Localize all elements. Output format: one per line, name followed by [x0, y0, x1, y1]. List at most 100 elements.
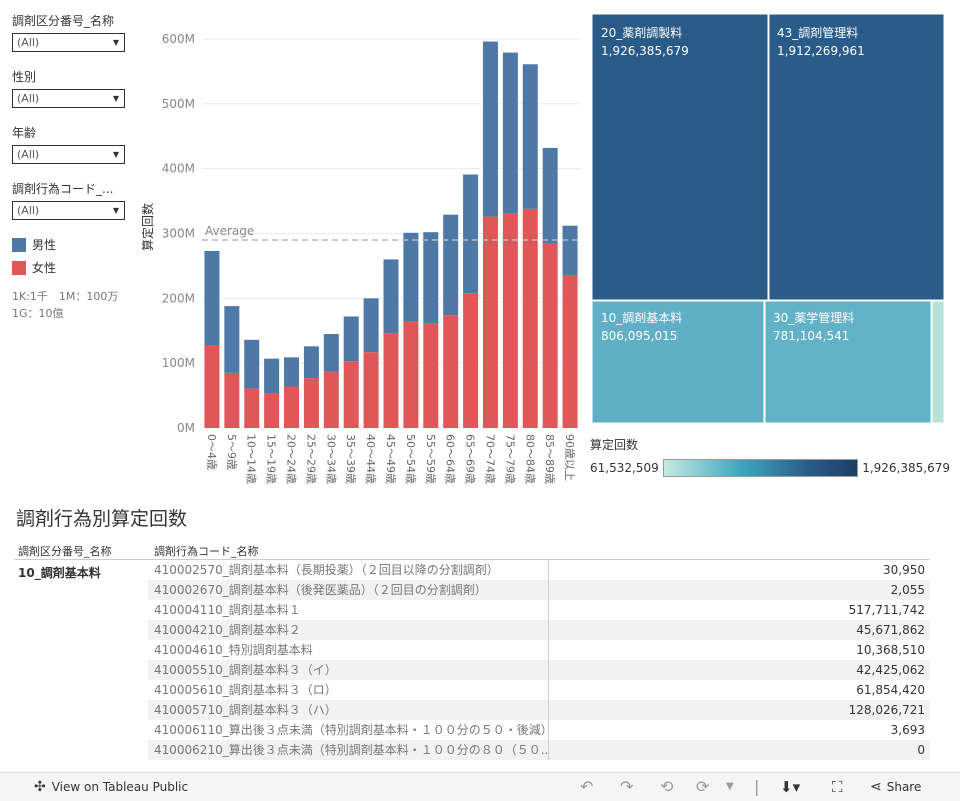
table-row[interactable]: 410005610_調剤基本料３（ロ） 61,854,420 — [148, 680, 930, 700]
age-dropdown[interactable]: (All) ▼ — [12, 145, 125, 164]
x-tick-label: 65～69歳 — [464, 434, 477, 484]
bar-female[interactable] — [542, 243, 558, 428]
table-row[interactable]: 410002570_調剤基本料（長期投薬）（２回目以降の分割調剤） 30,950 — [148, 560, 930, 580]
view-on-tableau-link[interactable]: ✣ View on Tableau Public — [34, 773, 188, 801]
column-header-category[interactable]: 調剤区分番号_名称 — [18, 545, 112, 558]
bar-male[interactable] — [482, 41, 498, 217]
y-axis-label: 算定回数 — [140, 203, 155, 251]
y-tick-label: 400M — [162, 162, 195, 176]
bar-female[interactable] — [264, 392, 280, 428]
table-row[interactable]: 410005710_調剤基本料３（ハ） 128,026,721 — [148, 700, 930, 720]
dispensing-category-dropdown[interactable]: (All) ▼ — [12, 33, 125, 52]
bar-female[interactable] — [244, 388, 260, 428]
action-table: 10_調剤基本料 410002570_調剤基本料（長期投薬）（２回目以降の分割調… — [14, 559, 930, 760]
treemap-cell-value: 806,095,015 — [601, 329, 678, 343]
bar-male[interactable] — [403, 232, 419, 322]
table-cell-code: 410004610_特別調剤基本料 — [148, 640, 549, 660]
gender-dropdown[interactable]: (All) ▼ — [12, 89, 125, 108]
bar-male[interactable] — [284, 357, 300, 387]
bar-male[interactable] — [204, 250, 220, 346]
table-row[interactable]: 410002670_調剤基本料（後発医薬品）（２回目の分割調剤） 2,055 — [148, 580, 930, 600]
table-row[interactable]: 410005510_調剤基本料３（イ） 42,425,062 — [148, 660, 930, 680]
table-row[interactable]: 410004210_調剤基本料２ 45,671,862 — [148, 620, 930, 640]
redo-icon[interactable]: ↷ — [620, 777, 634, 796]
treemap-cell-management[interactable] — [768, 13, 945, 301]
column-header-action-code[interactable]: 調剤行為コード_名称 — [154, 545, 259, 558]
x-tick-label: 40～44歳 — [364, 434, 377, 484]
bar-female[interactable] — [323, 371, 339, 428]
filter-gender: 性別 (All) ▼ — [12, 68, 137, 108]
undo-icon[interactable]: ↶ — [580, 777, 594, 796]
legend-item-male[interactable]: 男性 — [12, 236, 137, 253]
refresh-icon[interactable]: ⟳ — [696, 777, 710, 796]
bar-female[interactable] — [383, 333, 399, 428]
treemap-cell-value: 1,912,269,961 — [777, 44, 865, 58]
legend-item-female[interactable]: 女性 — [12, 259, 137, 276]
unit-note-line: 1G：10億 — [12, 307, 64, 320]
x-tick-label: 50～54歳 — [404, 434, 417, 484]
bar-female[interactable] — [482, 216, 498, 428]
treemap-cell-pharm-mgmt[interactable] — [764, 300, 932, 424]
legend-label: 女性 — [32, 261, 57, 275]
bar-female[interactable] — [284, 386, 300, 428]
bar-female[interactable] — [303, 378, 319, 428]
treemap-cell-other[interactable] — [931, 300, 945, 424]
bar-male[interactable] — [303, 346, 319, 379]
table-row[interactable]: 410004610_特別調剤基本料 10,368,510 — [148, 640, 930, 660]
chevron-down-icon: ▼ — [112, 38, 119, 47]
bar-male[interactable] — [323, 333, 339, 372]
bar-female[interactable] — [522, 208, 538, 428]
bar-male[interactable] — [502, 52, 518, 214]
bar-male[interactable] — [562, 225, 578, 275]
color-gradient-bar — [662, 459, 859, 477]
bar-female[interactable] — [443, 315, 459, 428]
treemap-cell-drug-prep[interactable] — [591, 13, 769, 301]
dropdown-value: (All) — [17, 36, 40, 49]
dropdown-value: (All) — [17, 92, 40, 105]
view-on-tableau-label: View on Tableau Public — [51, 780, 189, 794]
bar-male[interactable] — [463, 174, 479, 294]
bar-female[interactable] — [403, 321, 419, 428]
action-code-dropdown[interactable]: (All) ▼ — [12, 201, 125, 220]
bar-male[interactable] — [343, 316, 359, 362]
legend-swatch — [12, 260, 26, 275]
bar-male[interactable] — [383, 259, 399, 334]
legend-label: 男性 — [32, 238, 57, 252]
filter-label: 調剤行為コード_... — [12, 182, 114, 196]
bar-male[interactable] — [244, 339, 260, 389]
bar-female[interactable] — [224, 372, 240, 428]
color-legend-max: 1,926,385,679 — [862, 461, 950, 475]
bar-male[interactable] — [363, 298, 379, 353]
bar-female[interactable] — [363, 352, 379, 428]
bar-female[interactable] — [423, 322, 439, 428]
bar-male[interactable] — [443, 214, 459, 316]
bar-female[interactable] — [463, 293, 479, 428]
bar-male[interactable] — [224, 306, 240, 373]
table-cell-code: 410006210_算出後３点未満（特別調剤基本料・１００分の８０（５０.. — [148, 740, 549, 760]
fullscreen-icon[interactable]: ⛶ — [832, 778, 843, 796]
share-button[interactable]: ⋖ Share — [870, 773, 921, 801]
refresh-menu-chevron-icon[interactable]: ▼ — [726, 781, 734, 792]
table-row[interactable]: 410006110_算出後３点未満（特別調剤基本料・１００分の５０・後減） 3,6… — [148, 720, 930, 740]
tableau-footer: ✣ View on Tableau Public ↶ ↷ ⟲ ⟳ ▼ | ⬇▾ ⛶… — [0, 772, 960, 801]
age-bar-chart: 0M 100M 200M 300M 400M 500M 600M 算定回数 0～4歳 5～9歳 10… — [140, 32, 580, 484]
table-row[interactable]: 410006210_算出後３点未満（特別調剤基本料・１００分の８０（５０.. 0 — [148, 740, 930, 760]
bar-female[interactable] — [562, 274, 578, 428]
bar-male[interactable] — [522, 64, 538, 209]
bar-female[interactable] — [502, 213, 518, 428]
bar-male[interactable] — [423, 232, 439, 323]
y-tick-label: 500M — [162, 97, 195, 111]
bar-male[interactable] — [542, 147, 558, 244]
bar-female[interactable] — [343, 361, 359, 428]
revert-icon[interactable]: ⟲ — [660, 777, 674, 796]
filter-action-code: 調剤行為コード_... (All) ▼ — [12, 180, 137, 220]
table-row[interactable]: 410004110_調剤基本料１ 517,711,742 — [148, 600, 930, 620]
bar-male[interactable] — [264, 358, 280, 393]
table-cell-code: 410005710_調剤基本料３（ハ） — [148, 700, 549, 720]
table-cell-value: 42,425,062 — [856, 663, 925, 677]
x-tick-label: 30～34歳 — [324, 434, 337, 484]
y-tick-label: 200M — [162, 291, 195, 305]
treemap-cell-basic-fee[interactable] — [591, 300, 765, 424]
download-icon[interactable]: ⬇▾ — [780, 778, 801, 796]
bar-female[interactable] — [204, 345, 220, 428]
